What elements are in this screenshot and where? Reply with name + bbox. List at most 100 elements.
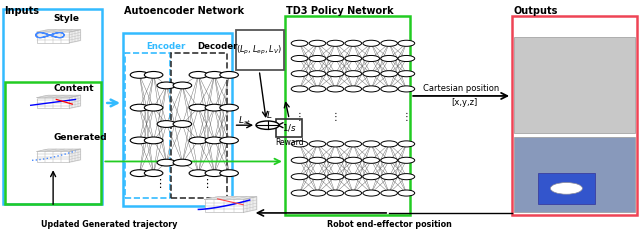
Circle shape [189, 104, 207, 111]
Text: [x,y,z]: [x,y,z] [451, 99, 477, 107]
Text: ⋮: ⋮ [294, 112, 305, 122]
Circle shape [381, 71, 397, 77]
Text: $(L_p, L_{ep}, L_V)$: $(L_p, L_{ep}, L_V)$ [236, 44, 282, 57]
Bar [538, 173, 595, 204]
Circle shape [398, 174, 415, 180]
Circle shape [189, 137, 207, 144]
Circle shape [363, 55, 380, 62]
Text: Encoder: Encoder [146, 42, 186, 51]
Text: Style: Style [53, 14, 79, 23]
Circle shape [398, 141, 415, 147]
Polygon shape [37, 149, 81, 151]
Circle shape [157, 82, 176, 89]
Text: $L_{st}$: $L_{st}$ [238, 115, 251, 128]
Circle shape [173, 159, 192, 166]
Bar [5, 82, 101, 204]
Circle shape [327, 141, 344, 147]
Polygon shape [69, 149, 81, 162]
Circle shape [363, 40, 380, 46]
Circle shape [220, 170, 239, 176]
Polygon shape [69, 95, 81, 108]
Circle shape [220, 104, 239, 111]
Circle shape [309, 174, 326, 180]
Circle shape [363, 190, 380, 196]
Bar [171, 53, 227, 198]
Text: Robot end-effector position: Robot end-effector position [326, 220, 452, 229]
Text: Updated Generated trajectory: Updated Generated trajectory [40, 220, 177, 229]
Circle shape [309, 55, 326, 62]
Circle shape [381, 174, 397, 180]
Polygon shape [243, 197, 257, 212]
Text: ⋮: ⋮ [330, 112, 340, 122]
Circle shape [345, 55, 362, 62]
Circle shape [345, 174, 362, 180]
Bar [205, 199, 243, 212]
Bar [285, 16, 410, 215]
Bar [514, 137, 635, 212]
Circle shape [363, 174, 380, 180]
Circle shape [205, 170, 224, 176]
Circle shape [256, 121, 279, 129]
Circle shape [309, 190, 326, 196]
Circle shape [145, 71, 163, 78]
Circle shape [398, 71, 415, 77]
Circle shape [291, 174, 308, 180]
Circle shape [398, 157, 415, 163]
Circle shape [398, 55, 415, 62]
Circle shape [145, 170, 163, 176]
Circle shape [291, 190, 308, 196]
Circle shape [363, 86, 380, 92]
Circle shape [131, 71, 149, 78]
Text: Reward: Reward [275, 138, 303, 147]
Circle shape [131, 104, 149, 111]
Text: Autoencoder Network: Autoencoder Network [124, 6, 244, 16]
Bar [3, 9, 102, 204]
Circle shape [205, 71, 224, 78]
Circle shape [309, 157, 326, 163]
Circle shape [345, 141, 362, 147]
Polygon shape [37, 95, 81, 98]
Circle shape [398, 86, 415, 92]
Bar [512, 16, 637, 215]
Polygon shape [205, 197, 257, 199]
Bar [37, 32, 69, 43]
Text: ⋮: ⋮ [401, 112, 412, 122]
Text: Inputs: Inputs [4, 6, 39, 16]
Text: Generated: Generated [53, 133, 107, 142]
Circle shape [145, 137, 163, 144]
Circle shape [363, 141, 380, 147]
Circle shape [345, 190, 362, 196]
Circle shape [309, 40, 326, 46]
Circle shape [327, 174, 344, 180]
Circle shape [220, 71, 239, 78]
Text: TD3 Policy Network: TD3 Policy Network [286, 6, 394, 16]
Circle shape [189, 170, 207, 176]
Circle shape [157, 121, 176, 127]
Text: Content: Content [53, 84, 93, 93]
Circle shape [220, 137, 239, 144]
Circle shape [398, 40, 415, 46]
Circle shape [309, 141, 326, 147]
Circle shape [131, 137, 149, 144]
Bar [276, 119, 302, 137]
Circle shape [381, 86, 397, 92]
Circle shape [131, 170, 149, 176]
Circle shape [291, 71, 308, 77]
Circle shape [291, 86, 308, 92]
Circle shape [381, 55, 397, 62]
Circle shape [291, 157, 308, 163]
Text: Cartesian position: Cartesian position [422, 84, 499, 93]
Text: Decoder: Decoder [197, 42, 237, 51]
Bar [123, 33, 232, 206]
Circle shape [381, 40, 397, 46]
Circle shape [157, 159, 176, 166]
Circle shape [327, 40, 344, 46]
Text: ⋮: ⋮ [154, 179, 165, 189]
Circle shape [381, 190, 397, 196]
Text: Outputs: Outputs [513, 6, 557, 16]
Circle shape [398, 190, 415, 196]
Circle shape [189, 71, 207, 78]
Text: ⋮: ⋮ [200, 179, 212, 189]
Bar [37, 98, 69, 108]
Circle shape [173, 82, 192, 89]
